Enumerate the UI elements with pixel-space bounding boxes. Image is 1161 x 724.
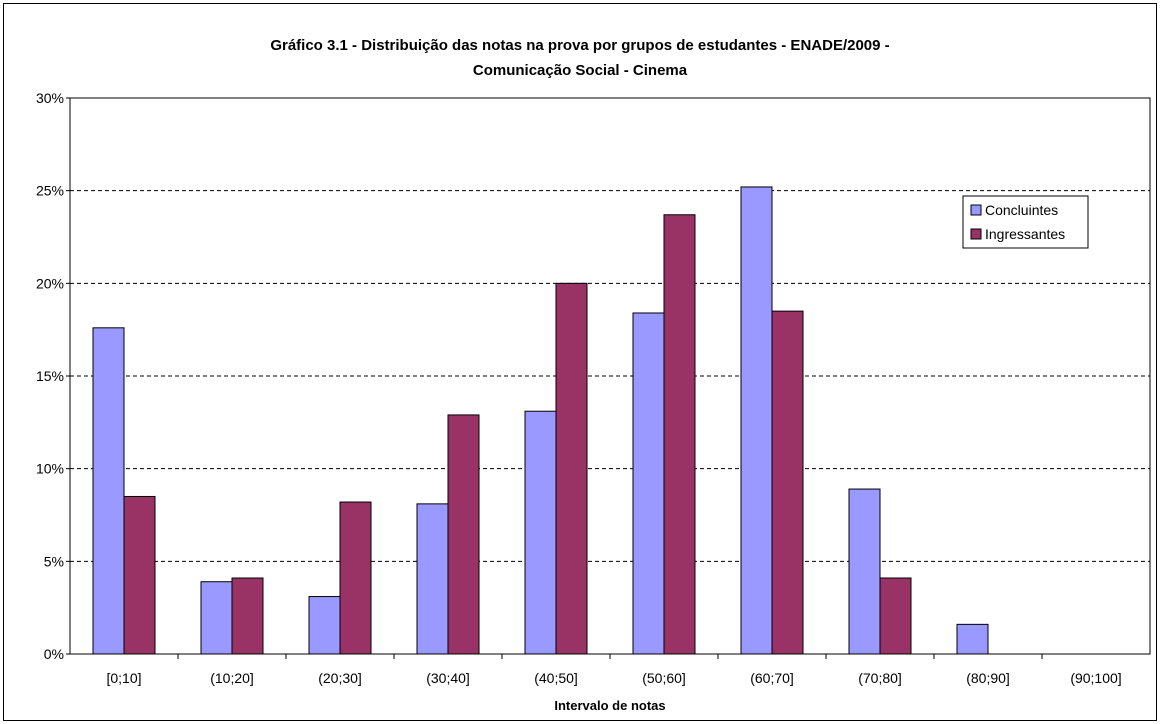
bar-ingressantes-4 bbox=[555, 282, 588, 655]
legend-box bbox=[962, 195, 1089, 249]
legend: Concluintes Ingressantes bbox=[962, 195, 1089, 249]
x-tick-label: (40;50] bbox=[534, 670, 578, 686]
bar-concluintes-3 bbox=[416, 503, 449, 655]
x-tick-label: (70;80] bbox=[858, 670, 902, 686]
bar-concluintes-2 bbox=[308, 596, 341, 655]
y-axis: 0% 5% 10% 15% 20% 25% 30% bbox=[36, 90, 70, 662]
chart-title-line-1: Gráfico 3.1 - Distribuição das notas na … bbox=[270, 37, 889, 54]
legend-swatch-ingressantes bbox=[970, 228, 982, 240]
bar-ingressantes-2 bbox=[339, 501, 372, 655]
bar-ingressantes-7 bbox=[879, 577, 912, 655]
x-tick-label: (20;30] bbox=[318, 670, 362, 686]
x-axis-title: Intervalo de notas bbox=[554, 698, 665, 713]
x-tick-label: [0;10] bbox=[106, 670, 141, 686]
bar-concluintes-6 bbox=[740, 186, 773, 655]
bar-ingressantes-5 bbox=[663, 214, 696, 655]
legend-label-ingressantes: Ingressantes bbox=[985, 226, 1065, 242]
legend-label-concluintes: Concluintes bbox=[985, 202, 1058, 218]
x-tick-label: (60;70] bbox=[750, 670, 794, 686]
bar-concluintes-7 bbox=[848, 488, 881, 655]
bar-concluintes-1 bbox=[200, 581, 233, 655]
bar-concluintes-0 bbox=[92, 327, 125, 655]
bar-ingressantes-1 bbox=[231, 577, 264, 655]
y-tick-label: 10% bbox=[36, 461, 64, 477]
y-tick-label: 15% bbox=[36, 368, 64, 384]
y-tick-label: 0% bbox=[44, 646, 64, 662]
bar-concluintes-4 bbox=[524, 410, 557, 655]
bar-ingressantes-3 bbox=[447, 414, 480, 655]
x-tick-label: (80;90] bbox=[966, 670, 1010, 686]
bar-ingressantes-0 bbox=[123, 495, 156, 655]
bar-ingressantes-6 bbox=[771, 310, 804, 655]
x-tick-label: (10;20] bbox=[210, 670, 254, 686]
bars bbox=[92, 186, 989, 655]
x-tick-label: (90;100] bbox=[1070, 670, 1121, 686]
x-tick-label: (50;60] bbox=[642, 670, 686, 686]
y-tick-label: 25% bbox=[36, 183, 64, 199]
y-tick-label: 30% bbox=[36, 90, 64, 106]
gridlines bbox=[70, 190, 1150, 562]
x-tick-label: (30;40] bbox=[426, 670, 470, 686]
legend-swatch-concluintes bbox=[970, 204, 982, 216]
chart-title-line-2: Comunicação Social - Cinema bbox=[473, 62, 688, 79]
x-axis: [0;10] (10;20] (20;30] (30;40] (40;50] (50;60… bbox=[106, 654, 1122, 686]
bar-concluintes-8 bbox=[956, 623, 989, 655]
bar-concluintes-5 bbox=[632, 312, 665, 655]
y-tick-label: 5% bbox=[44, 553, 64, 569]
y-tick-label: 20% bbox=[36, 275, 64, 291]
